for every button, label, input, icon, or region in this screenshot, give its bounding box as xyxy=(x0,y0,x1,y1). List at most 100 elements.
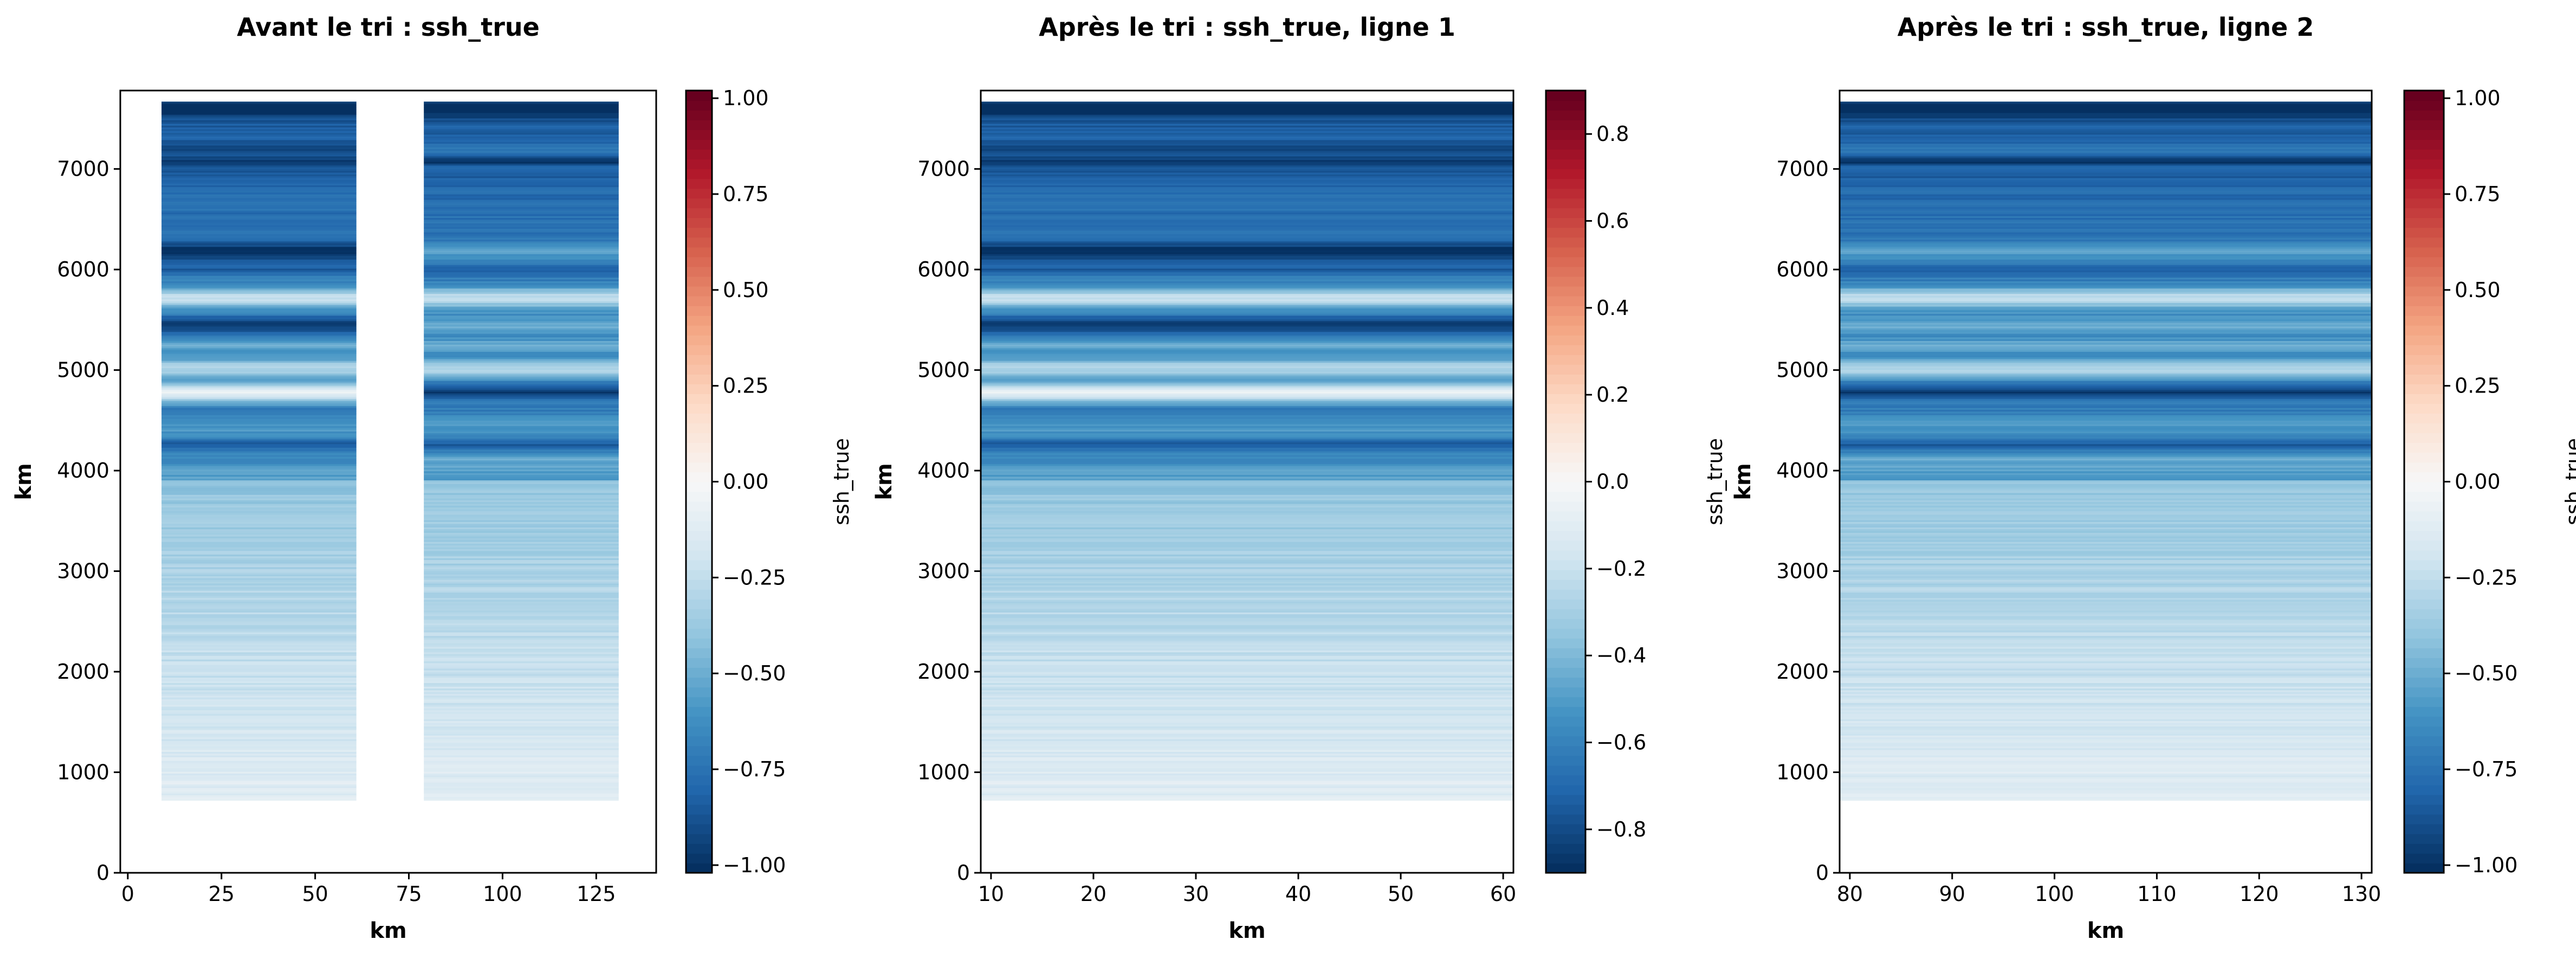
y-axis-label: km xyxy=(872,463,897,500)
heatmap-row xyxy=(161,123,357,126)
heatmap-row xyxy=(161,143,357,146)
heatmap-row xyxy=(981,123,1513,126)
heatmap-row xyxy=(424,427,619,430)
colorbar-segment xyxy=(1546,559,1585,570)
heatmap-row xyxy=(424,436,619,439)
heatmap-row xyxy=(161,558,357,560)
heatmap-row xyxy=(161,639,357,642)
colorbar-segment xyxy=(686,227,712,238)
heatmap-row xyxy=(161,306,357,308)
heatmap-row xyxy=(981,666,1513,669)
heatmap-row xyxy=(1840,442,2372,445)
heatmap-row xyxy=(161,235,357,238)
heatmap-row xyxy=(1840,183,2372,185)
colorbar-segment xyxy=(686,530,712,541)
colorbar-segment xyxy=(686,295,712,306)
heatmap-row xyxy=(424,107,619,110)
heatmap-row xyxy=(161,186,357,189)
heatmap-row xyxy=(1840,232,2372,234)
heatmap-row xyxy=(981,436,1513,439)
colorbar-segment xyxy=(686,472,712,482)
heatmap-row xyxy=(981,141,1513,144)
heatmap-row xyxy=(161,350,357,352)
heatmap-row xyxy=(424,753,619,756)
heatmap-row xyxy=(1840,185,2372,188)
heatmap-row xyxy=(424,397,619,399)
colorbar-segment xyxy=(2404,169,2444,179)
heatmap-row xyxy=(1840,518,2372,520)
heatmap-row xyxy=(161,353,357,356)
heatmap-row xyxy=(1840,496,2372,499)
heatmap-row xyxy=(1840,199,2372,202)
heatmap-row xyxy=(161,505,357,508)
heatmap-row xyxy=(981,331,1513,334)
heatmap-row xyxy=(1840,523,2372,526)
heatmap-row xyxy=(981,531,1513,533)
colorbar-tick-label: −0.75 xyxy=(2455,757,2517,781)
heatmap-row xyxy=(1840,179,2372,182)
y-tick-label: 0 xyxy=(1816,861,1829,885)
heatmap-row xyxy=(981,610,1513,613)
axes-frame xyxy=(1839,89,2373,874)
heatmap-row xyxy=(981,529,1513,531)
heatmap-row xyxy=(424,377,619,379)
heatmap-row xyxy=(161,398,357,401)
heatmap-row xyxy=(424,442,619,445)
heatmap-row xyxy=(981,474,1513,477)
heatmap-row xyxy=(981,315,1513,318)
heatmap-row xyxy=(1840,673,2372,676)
heatmap-row xyxy=(161,550,357,553)
heatmap-row xyxy=(1840,777,2372,779)
heatmap-row xyxy=(1840,753,2372,756)
heatmap-row xyxy=(1840,196,2372,198)
heatmap-row xyxy=(981,758,1513,761)
heatmap-row xyxy=(161,149,357,151)
colorbar-segment xyxy=(2404,334,2444,345)
heatmap-row xyxy=(424,369,619,372)
heatmap-row xyxy=(424,301,619,303)
heatmap-row xyxy=(424,799,619,801)
heatmap-row xyxy=(161,105,357,108)
heatmap-row xyxy=(424,243,619,246)
heatmap-row xyxy=(1840,243,2372,246)
heatmap-row xyxy=(981,228,1513,231)
heatmap-row xyxy=(981,630,1513,633)
heatmap-row xyxy=(1840,282,2372,285)
heatmap-row xyxy=(1840,522,2372,524)
heatmap-row xyxy=(424,388,619,390)
heatmap-row xyxy=(981,670,1513,672)
heatmap-row xyxy=(424,340,619,343)
heatmap-row xyxy=(981,512,1513,515)
heatmap-row xyxy=(981,449,1513,452)
heatmap-row xyxy=(1840,737,2372,739)
colorbar-segment xyxy=(1546,677,1585,688)
heatmap-row xyxy=(1840,347,2372,350)
heatmap-row xyxy=(424,604,619,607)
heatmap-row xyxy=(161,413,357,415)
colorbar-segment xyxy=(1546,667,1585,678)
heatmap-row xyxy=(161,357,357,359)
heatmap-row xyxy=(424,576,619,578)
colorbar-segment xyxy=(1546,619,1585,629)
heatmap-row xyxy=(1840,101,2372,104)
heatmap-row xyxy=(1840,197,2372,200)
heatmap-row xyxy=(1840,261,2372,263)
heatmap-row xyxy=(161,389,357,392)
heatmap-row xyxy=(981,214,1513,216)
heatmap-row xyxy=(161,704,357,707)
colorbar-segment xyxy=(1546,295,1585,306)
heatmap-row xyxy=(1840,427,2372,430)
heatmap-row xyxy=(424,467,619,470)
heatmap-row xyxy=(424,706,619,709)
heatmap-row xyxy=(1840,607,2372,609)
heatmap-row xyxy=(161,324,357,327)
heatmap-row xyxy=(981,310,1513,312)
heatmap-row xyxy=(1840,478,2372,481)
colorbar-segment xyxy=(2404,130,2444,140)
colorbar-segment xyxy=(2404,823,2444,834)
heatmap-row xyxy=(424,484,619,486)
heatmap-row xyxy=(161,715,357,718)
heatmap-row xyxy=(1840,391,2372,394)
heatmap-row xyxy=(424,494,619,497)
heatmap-row xyxy=(1840,259,2372,262)
